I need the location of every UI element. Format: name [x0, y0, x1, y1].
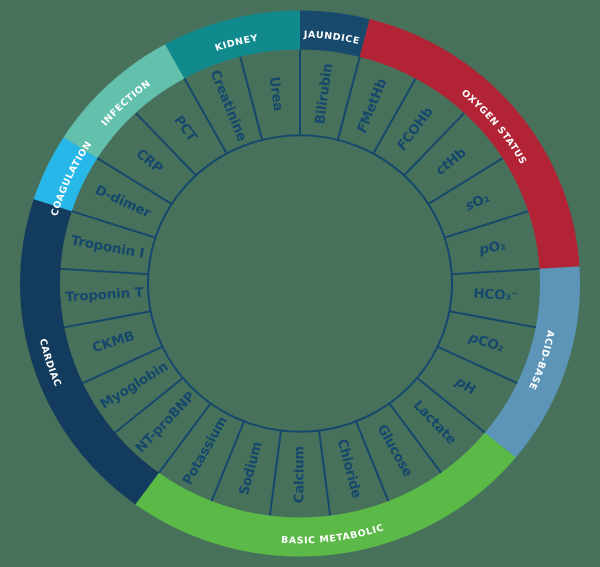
segment-divider	[444, 210, 529, 239]
segment-divider	[60, 267, 149, 276]
segment-divider	[355, 420, 390, 502]
segment-divider	[416, 377, 486, 434]
parameter-label-sodium: Sodium	[237, 440, 266, 496]
segment-divider	[427, 157, 504, 205]
category-arc-infection	[63, 44, 185, 159]
segment-divider	[403, 112, 466, 177]
parameter-label-pct: PCT	[170, 113, 200, 145]
segment-divider	[437, 345, 518, 385]
parameter-label-hco: HCO₃⁻	[473, 287, 519, 305]
segment-divider	[449, 310, 536, 329]
category-arc-cardiac	[20, 199, 160, 505]
segment-divider	[451, 267, 540, 276]
parameter-label-troponin-t: Troponin T	[65, 286, 145, 306]
segment-divider	[158, 402, 212, 474]
parameter-label-d-dimer: D-dimer	[92, 183, 153, 221]
segment-divider	[134, 112, 197, 177]
category-arc-kidney	[165, 10, 301, 79]
parameter-label-potassium: Potassium	[180, 414, 231, 487]
segment-divider	[64, 310, 151, 329]
hub-circle	[147, 134, 453, 433]
parameter-label-creatinine: Creatinine	[207, 68, 249, 143]
parameter-label-ckmb: CKMB	[91, 329, 137, 356]
parameter-label-po: pO₂	[477, 238, 507, 258]
parameter-label-fcohb: FCOHb	[394, 105, 436, 154]
segment-divider	[336, 56, 361, 141]
segment-divider	[96, 157, 173, 205]
parameter-label-fmethb: FMetHb	[354, 77, 389, 135]
parameter-label-cthb: ctHb	[433, 145, 469, 178]
parameter-label-chloride: Chloride	[334, 438, 364, 500]
divider-layer	[60, 49, 540, 516]
category-arc-basic-metabolic	[135, 432, 516, 557]
category-band-layer	[20, 10, 580, 557]
parameter-label-troponin-i: Troponin I	[70, 234, 146, 262]
category-arc-acid-base	[484, 266, 580, 458]
parameter-label-nt-probnp: NT-proBNP	[133, 389, 199, 456]
segment-divider	[239, 56, 264, 141]
segment-divider	[114, 377, 184, 434]
parameter-label-urea: Urea	[266, 76, 285, 112]
segment-divider	[82, 345, 163, 385]
segment-divider	[210, 420, 245, 502]
segment-divider	[372, 77, 417, 155]
parameter-label-crp: CRP	[133, 147, 166, 177]
parameter-label-ph: pH	[452, 374, 478, 398]
parameter-label-so: sO₂	[463, 190, 492, 214]
parameter-label-myoglobin: Myoglobin	[98, 359, 171, 412]
segment-divider	[388, 402, 442, 474]
parameter-label-bilirubin: Bilirubin	[313, 63, 336, 125]
parameter-label-pco: pCO₂	[466, 330, 506, 355]
segment-divider	[183, 77, 228, 155]
parameter-label-calcium: Calcium	[292, 446, 307, 503]
segment-divider	[318, 430, 332, 516]
category-arc-coagulation	[33, 137, 98, 212]
category-arc-oxygen-status	[359, 19, 580, 269]
segment-divider	[71, 210, 156, 239]
category-arc-jaundice	[299, 10, 370, 57]
segment-divider	[268, 430, 282, 516]
